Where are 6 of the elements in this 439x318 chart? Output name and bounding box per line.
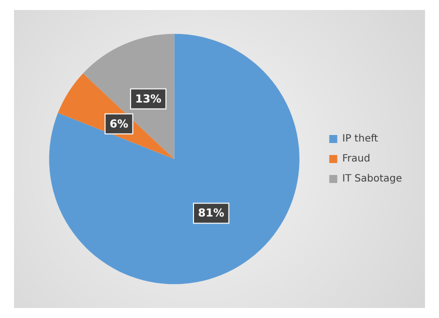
data-label: 81% [198, 206, 224, 220]
data-label: 6% [110, 117, 128, 130]
legend-label: IP theft [342, 134, 378, 144]
legend-label: IT Sabotage [342, 174, 402, 184]
data-label: 13% [135, 92, 162, 106]
legend-label: Fraud [342, 154, 370, 164]
